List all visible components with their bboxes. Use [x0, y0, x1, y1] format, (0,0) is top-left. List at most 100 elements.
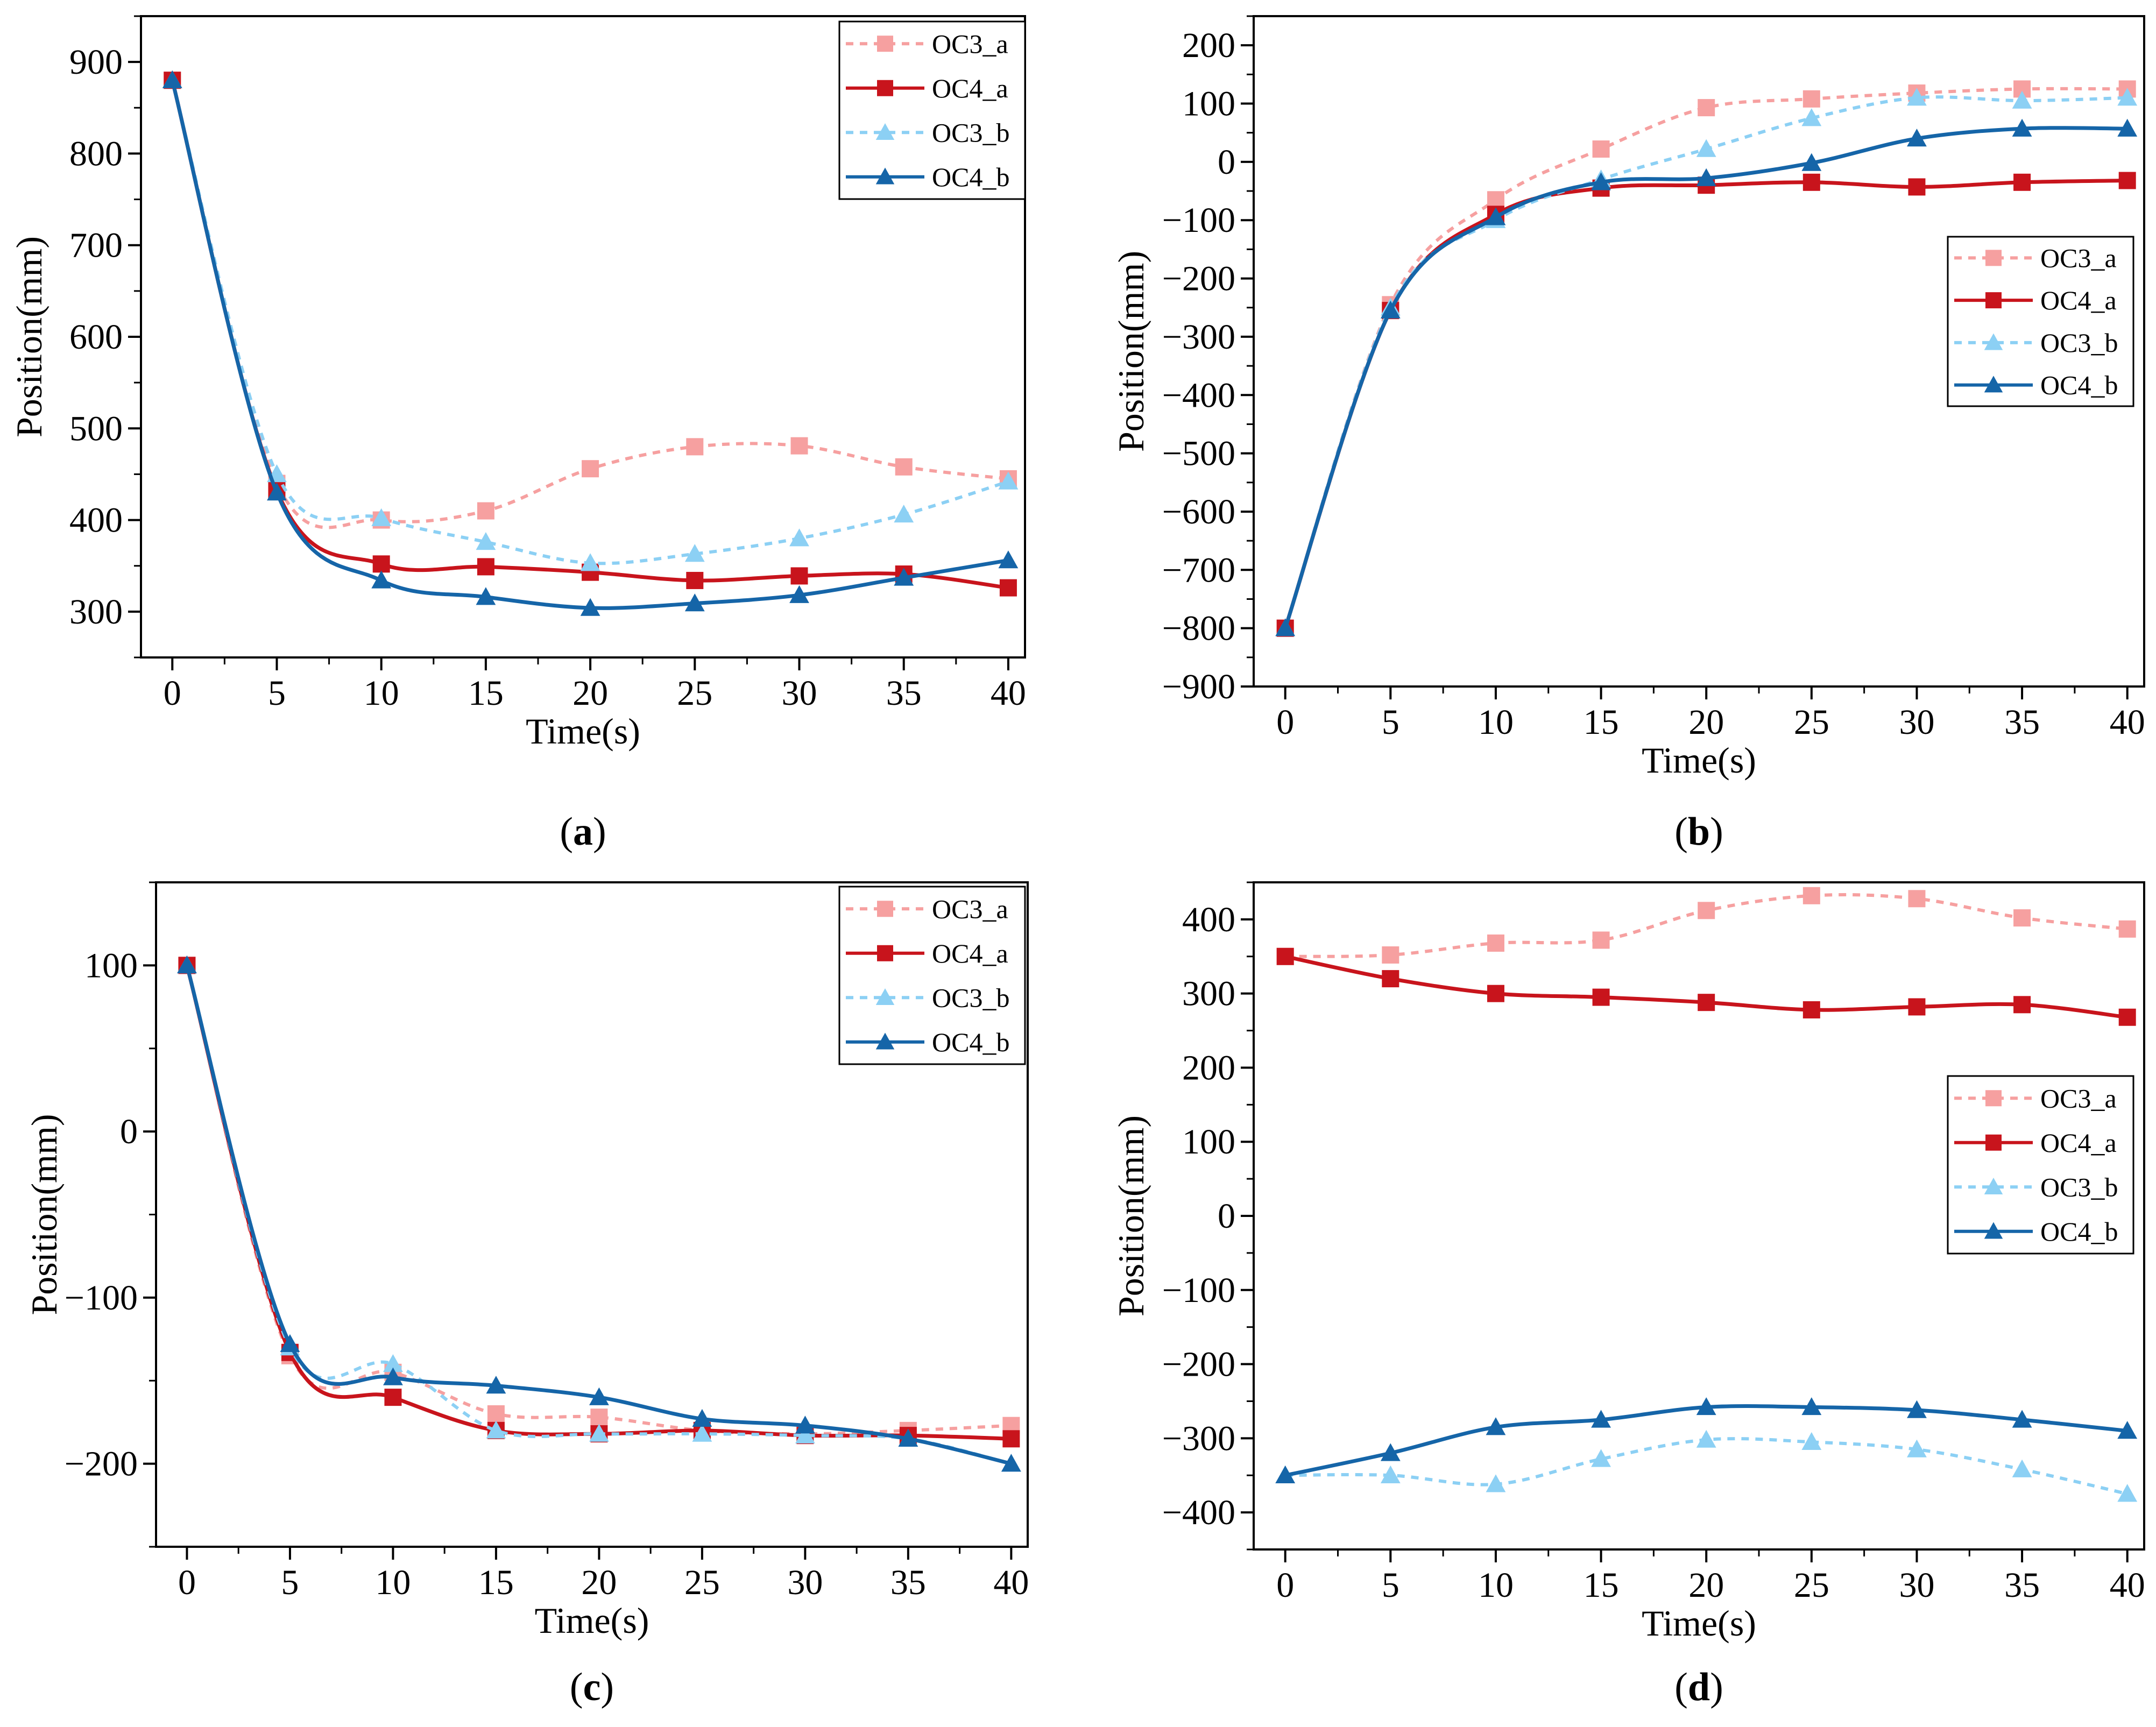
data-point-oc3-b	[894, 504, 914, 523]
data-point-oc4-b	[2012, 1410, 2032, 1428]
series-line-oc4-b	[185, 965, 1012, 1466]
y-axis-title: Position(mm)	[1111, 1115, 1151, 1317]
data-point-oc3-a	[1698, 902, 1715, 919]
chart-panel-2: 0 5 10 15 20 25 30 35 40 −900 −800 −700 −600 −500 −400…	[1111, 15, 2145, 854]
legend-marker	[877, 80, 893, 96]
legend-label: OC4_a	[2040, 285, 2117, 315]
data-point-oc4-a	[2013, 996, 2031, 1014]
data-point-oc4-a	[999, 579, 1017, 597]
x-axis-title: Time(s)	[535, 1600, 649, 1641]
legend-label: OC4_b	[932, 1027, 1009, 1057]
data-point-oc4-b	[476, 587, 496, 605]
data-point-oc3-b	[1486, 1474, 1506, 1492]
data-point-oc4-b	[894, 568, 914, 586]
data-point-oc4-b	[1907, 129, 1927, 147]
legend-box	[1947, 236, 2134, 407]
legend-marker	[1984, 1222, 2003, 1239]
y-tick-label: 400	[69, 501, 123, 540]
y-tick-label: −800	[1162, 609, 1235, 648]
y-tick-label: −400	[1162, 1493, 1235, 1532]
y-tick-label: 100	[1182, 84, 1235, 124]
plot-frame	[1253, 15, 2145, 688]
y-tick-label: 0	[1218, 1197, 1235, 1236]
x-tick-label: 0	[1276, 1566, 1294, 1605]
data-point-oc4-a	[1002, 1430, 1020, 1448]
data-point-oc4-b	[1380, 300, 1401, 318]
data-point-oc4-a	[686, 571, 704, 589]
y-tick-label: 600	[69, 317, 123, 357]
y-tick-label: 300	[1182, 974, 1235, 1014]
data-point-oc3-a	[487, 1405, 505, 1422]
x-tick-label: 30	[782, 674, 817, 713]
y-tick-label: −300	[1162, 317, 1235, 357]
y-axis-title: Position(mm)	[9, 236, 50, 437]
data-point-oc4-a	[1802, 1001, 1820, 1018]
x-tick-label: 15	[468, 674, 504, 713]
x-tick-label: 20	[1688, 703, 1724, 742]
legend-label: OC3_a	[2040, 1083, 2117, 1113]
data-point-oc4-a	[372, 555, 390, 573]
data-point-oc3-a	[895, 458, 913, 476]
y-tick-label: −100	[1162, 201, 1235, 240]
data-point-oc3-b	[1801, 1432, 1822, 1450]
x-tick-label: 15	[1584, 703, 1619, 742]
series-line-oc4-b	[1283, 126, 2127, 629]
data-point-oc3-a	[2118, 920, 2136, 938]
x-tick-label: 25	[677, 674, 712, 713]
legend-box	[838, 886, 1026, 1065]
data-point-oc4-b	[589, 1387, 609, 1405]
series-line-oc3-a	[171, 80, 1009, 529]
y-tick-label: 700	[69, 226, 123, 265]
x-tick-label: 40	[991, 674, 1026, 713]
data-point-oc4-a	[1487, 985, 1504, 1002]
y-tick-label: −200	[65, 1445, 138, 1484]
legend-marker	[875, 167, 895, 185]
data-point-oc3-b	[1696, 139, 1716, 157]
y-tick-label: 500	[69, 409, 123, 448]
x-tick-label: 10	[1478, 1566, 1514, 1605]
data-point-oc3-b	[998, 471, 1019, 490]
data-point-oc4-b	[1001, 1454, 1021, 1472]
legend-marker	[875, 1032, 895, 1050]
data-point-oc3-a	[1908, 890, 1926, 908]
data-point-oc3-b	[1907, 1439, 1927, 1457]
y-tick-label: 0	[1218, 143, 1235, 182]
data-point-oc4-b	[1591, 1410, 1611, 1428]
legend-marker	[875, 988, 895, 1006]
chart-panel-3: 0 5 10 15 20 25 30 35 40 −200 −100 0 100 Time(s) Posit…	[24, 881, 1029, 1709]
data-point-oc3-b	[1591, 1449, 1611, 1467]
y-tick-label: 300	[69, 592, 123, 632]
legend-box	[1947, 1075, 2134, 1255]
y-tick-label: 800	[69, 134, 123, 173]
y-tick-label: 900	[69, 43, 123, 82]
x-tick-label: 35	[890, 1563, 926, 1602]
x-tick-label: 30	[1899, 703, 1934, 742]
data-point-oc4-a	[1908, 178, 1926, 196]
data-point-oc3-a	[1698, 99, 1715, 117]
legend-marker	[877, 945, 893, 961]
chart-panel-4: 0 5 10 15 20 25 30 35 40 −400 −300 −200 −100 0 100 200 3…	[1111, 881, 2145, 1709]
x-tick-label: 35	[2004, 703, 2040, 742]
data-point-oc3-a	[2013, 909, 2031, 927]
legend-box	[838, 20, 1026, 200]
data-point-oc3-a	[1802, 887, 1820, 904]
data-point-oc4-a	[477, 558, 494, 576]
data-point-oc4-a	[2013, 173, 2031, 191]
x-tick-label: 40	[2110, 1566, 2145, 1605]
data-point-oc4-b	[898, 1428, 918, 1447]
data-point-oc4-b	[2012, 118, 2032, 137]
data-point-oc3-b	[2012, 90, 2032, 109]
data-point-oc4-b	[998, 550, 1019, 569]
y-tick-label: −900	[1162, 667, 1235, 706]
x-tick-label: 35	[2004, 1566, 2040, 1605]
data-point-oc3-b	[486, 1420, 506, 1439]
legend-label: OC3_b	[932, 982, 1009, 1013]
legend-label: OC3_b	[2040, 1172, 2118, 1202]
data-point-oc4-b	[2117, 1421, 2138, 1439]
y-axis-title: Position(mm)	[24, 1114, 65, 1315]
series-line-oc4-b	[170, 80, 1009, 610]
data-point-oc3-b	[684, 544, 705, 562]
data-point-oc3-a	[1802, 90, 1820, 108]
x-tick-label: 25	[1794, 1566, 1829, 1605]
